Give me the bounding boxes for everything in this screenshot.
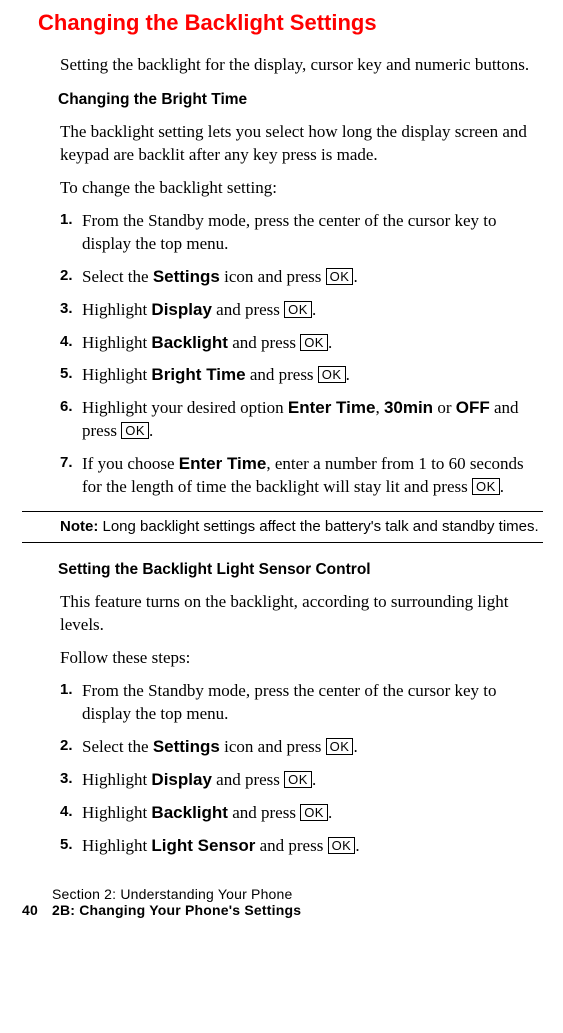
section1-heading: Changing the Bright Time: [58, 91, 543, 109]
term-light-sensor: Light Sensor: [151, 836, 255, 855]
term-bright-time: Bright Time: [151, 365, 245, 384]
section1-p2: To change the backlight setting:: [60, 177, 543, 200]
step-text: Highlight your desired option: [82, 398, 288, 417]
term-display: Display: [151, 300, 211, 319]
step-number: 4.: [60, 802, 73, 822]
step-text: If you choose: [82, 454, 179, 473]
step-number: 6.: [60, 397, 73, 417]
section2-steps: 1. From the Standby mode, press the cent…: [60, 680, 543, 858]
step-text: Highlight: [82, 300, 151, 319]
step-text: and press: [228, 333, 300, 352]
step-text: .: [328, 803, 332, 822]
note-content: Note: Long backlight settings affect the…: [60, 518, 539, 535]
term-backlight: Backlight: [151, 333, 228, 352]
step-number: 5.: [60, 364, 73, 384]
section1-p1: The backlight setting lets you select ho…: [60, 121, 543, 167]
step-text: Highlight: [82, 770, 151, 789]
step-text: and press: [246, 365, 318, 384]
step-text: Select the: [82, 737, 153, 756]
list-item: 1. From the Standby mode, press the cent…: [60, 680, 543, 726]
list-item: 5. Highlight Bright Time and press OK.: [60, 364, 543, 387]
term-display: Display: [151, 770, 211, 789]
step-text: .: [353, 267, 357, 286]
page: Changing the Backlight Settings Setting …: [0, 0, 563, 938]
step-text: and press: [212, 770, 284, 789]
step-text: and press: [212, 300, 284, 319]
step-text: .: [149, 421, 153, 440]
ok-button-icon: OK: [300, 804, 328, 821]
ok-button-icon: OK: [326, 268, 354, 285]
note-body: Long backlight settings affect the batte…: [98, 518, 538, 535]
step-text: Highlight: [82, 365, 151, 384]
page-footer: Section 2: Understanding Your Phone 402B…: [22, 886, 543, 918]
step-text: Highlight: [82, 333, 151, 352]
step-text: and press: [255, 836, 327, 855]
step-number: 7.: [60, 453, 73, 473]
list-item: 4. Highlight Backlight and press OK.: [60, 332, 543, 355]
footer-section-label: Section 2: Understanding Your Phone: [22, 886, 543, 902]
step-number: 4.: [60, 332, 73, 352]
list-item: 7. If you choose Enter Time, enter a num…: [60, 453, 543, 499]
step-number: 2.: [60, 266, 73, 286]
step-text: icon and press: [220, 737, 326, 756]
step-text: and press: [228, 803, 300, 822]
list-item: 3. Highlight Display and press OK.: [60, 299, 543, 322]
term-enter-time: Enter Time: [179, 454, 267, 473]
note-box: Note: Long backlight settings affect the…: [22, 511, 543, 543]
ok-button-icon: OK: [328, 837, 356, 854]
term-settings: Settings: [153, 737, 220, 756]
list-item: 5. Highlight Light Sensor and press OK.: [60, 835, 543, 858]
page-number: 40: [22, 902, 52, 918]
term-30min: 30min: [384, 398, 433, 417]
step-text: icon and press: [220, 267, 326, 286]
step-text: .: [346, 365, 350, 384]
ok-button-icon: OK: [121, 422, 149, 439]
step-text: Highlight: [82, 836, 151, 855]
list-item: 2. Select the Settings icon and press OK…: [60, 736, 543, 759]
list-item: 6. Highlight your desired option Enter T…: [60, 397, 543, 443]
step-text: From the Standby mode, press the center …: [82, 681, 497, 723]
section2-heading: Setting the Backlight Light Sensor Contr…: [58, 561, 543, 579]
step-text: ,: [375, 398, 384, 417]
step-text: .: [500, 477, 504, 496]
ok-button-icon: OK: [300, 334, 328, 351]
ok-button-icon: OK: [318, 366, 346, 383]
term-settings: Settings: [153, 267, 220, 286]
term-off: OFF: [456, 398, 490, 417]
step-text: Highlight: [82, 803, 151, 822]
ok-button-icon: OK: [326, 738, 354, 755]
list-item: 3. Highlight Display and press OK.: [60, 769, 543, 792]
list-item: 2. Select the Settings icon and press OK…: [60, 266, 543, 289]
step-text: .: [353, 737, 357, 756]
ok-button-icon: OK: [284, 771, 312, 788]
step-number: 1.: [60, 680, 73, 700]
footer-chapter-label: 402B: Changing Your Phone's Settings: [22, 902, 543, 918]
step-text: .: [312, 300, 316, 319]
step-text: From the Standby mode, press the center …: [82, 211, 497, 253]
step-text: .: [355, 836, 359, 855]
section2-p1: This feature turns on the backlight, acc…: [60, 591, 543, 637]
step-text: or: [433, 398, 456, 417]
step-text: Select the: [82, 267, 153, 286]
list-item: 4. Highlight Backlight and press OK.: [60, 802, 543, 825]
term-backlight: Backlight: [151, 803, 228, 822]
ok-button-icon: OK: [472, 478, 500, 495]
term-enter-time: Enter Time: [288, 398, 376, 417]
step-number: 1.: [60, 210, 73, 230]
step-number: 3.: [60, 299, 73, 319]
section2-p2: Follow these steps:: [60, 647, 543, 670]
step-number: 2.: [60, 736, 73, 756]
step-text: .: [312, 770, 316, 789]
list-item: 1. From the Standby mode, press the cent…: [60, 210, 543, 256]
ok-button-icon: OK: [284, 301, 312, 318]
step-number: 3.: [60, 769, 73, 789]
note-label: Note:: [60, 518, 98, 535]
step-text: .: [328, 333, 332, 352]
step-number: 5.: [60, 835, 73, 855]
intro-text: Setting the backlight for the display, c…: [60, 54, 543, 77]
section1-steps: 1. From the Standby mode, press the cent…: [60, 210, 543, 499]
page-title: Changing the Backlight Settings: [38, 10, 543, 36]
